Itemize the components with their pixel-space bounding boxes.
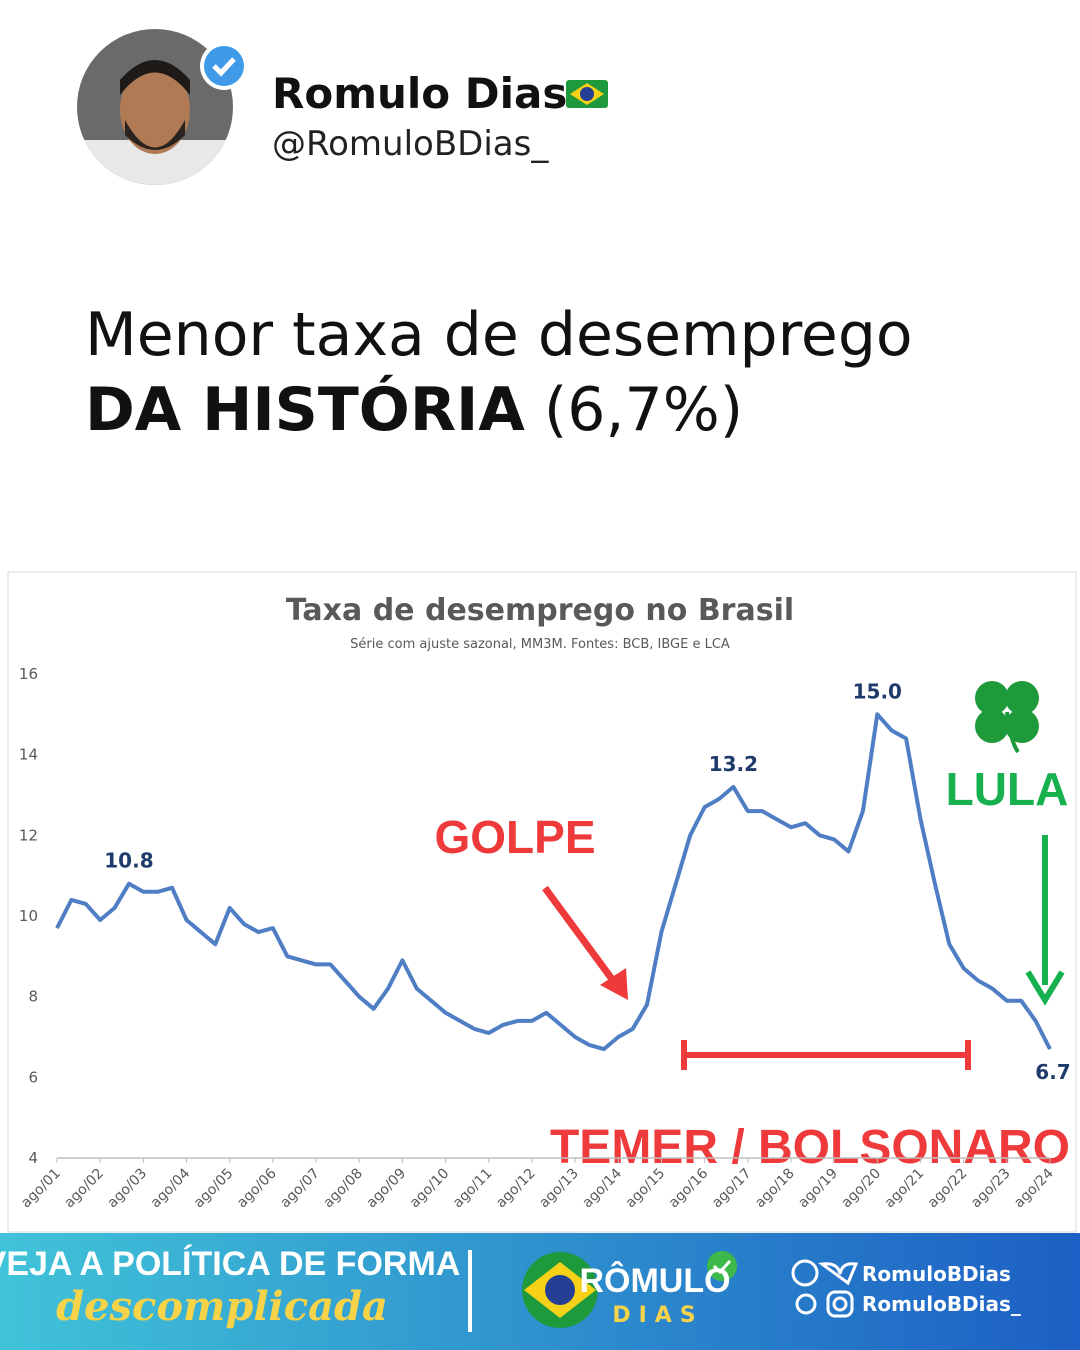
- y-tick-label: 14: [19, 746, 38, 764]
- slogan: VEJA A POLÍTICA DE FORMA: [0, 1245, 460, 1283]
- data-line: [55, 712, 1052, 1052]
- chart-frame: [7, 571, 1077, 1233]
- data-label: 10.8: [104, 849, 153, 873]
- social-handle: RomuloBDias_: [862, 1292, 1021, 1316]
- annotation: GOLPE: [434, 811, 595, 863]
- arrow: [542, 885, 623, 993]
- clover-icon: [975, 681, 1039, 754]
- avatar: [77, 29, 248, 185]
- data-label: 15.0: [853, 679, 902, 703]
- social-handle: RomuloBDias: [862, 1262, 1011, 1286]
- brand-name: DIAS: [612, 1303, 703, 1328]
- y-tick-label: 6: [28, 1068, 38, 1086]
- headline: Menor taxa de desemprego: [85, 300, 913, 370]
- y-tick-label: 12: [19, 826, 38, 844]
- brand-name: RÔMULO: [579, 1261, 730, 1300]
- headline-bold: DA HISTÓRIA: [85, 374, 525, 445]
- social-icons: [791, 1259, 859, 1318]
- y-tick-label: 8: [28, 988, 38, 1006]
- bracket: [681, 1040, 971, 1070]
- footer: VEJA A POLÍTICA DE FORMA descomplicada R…: [0, 1233, 1080, 1350]
- y-tick-label: 4: [28, 1149, 38, 1167]
- headline-rest: (6,7%): [544, 375, 743, 445]
- y-tick-label: 10: [19, 907, 38, 925]
- y-tick-label: 16: [19, 665, 38, 683]
- arrow-head: [1025, 970, 1065, 1006]
- chart-subtitle: Série com ajuste sazonal, MM3M. Fontes: …: [350, 637, 730, 652]
- annotation: TEMER / BOLSONARO: [550, 1121, 1070, 1174]
- data-label: 6.7: [1035, 1060, 1070, 1084]
- flag-icon: [566, 80, 608, 108]
- arrow-head: [600, 968, 628, 1000]
- annotation: LULA: [946, 763, 1069, 815]
- headline: DA HISTÓRIA (6,7%): [85, 374, 743, 445]
- chart-title: Taxa de desemprego no Brasil: [286, 593, 794, 628]
- user-handle: @RomuloBDias_: [272, 124, 549, 164]
- data-label: 13.2: [709, 752, 758, 776]
- brand-logo: [522, 1251, 737, 1328]
- slogan-script: descomplicada: [56, 1283, 388, 1330]
- chart: Taxa de desemprego no Brasil Série com a…: [7, 571, 1077, 1233]
- user-name: Romulo Dias: [272, 69, 567, 118]
